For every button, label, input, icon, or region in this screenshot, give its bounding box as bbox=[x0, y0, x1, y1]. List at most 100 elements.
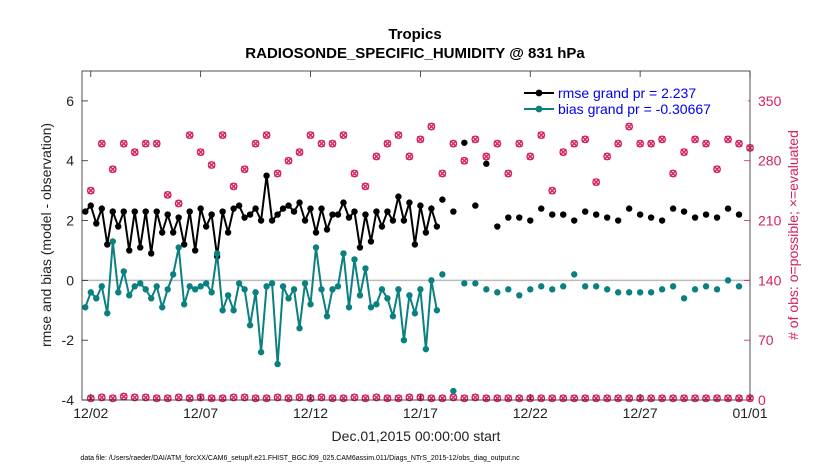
rmse-point bbox=[571, 217, 578, 224]
bias-point bbox=[153, 283, 160, 290]
obs-evaluated-marker bbox=[175, 393, 183, 401]
obs-possible-marker bbox=[383, 139, 392, 148]
rmse-point bbox=[625, 205, 633, 212]
obs-evaluated-marker bbox=[164, 191, 172, 199]
obs-possible-marker bbox=[713, 394, 721, 403]
obs-possible-marker bbox=[185, 394, 194, 403]
obs-possible-marker bbox=[548, 394, 557, 403]
rmse-point bbox=[301, 217, 309, 224]
obs-possible-marker bbox=[108, 165, 117, 174]
obs-possible-marker bbox=[141, 393, 150, 402]
rmse-point bbox=[120, 208, 127, 215]
obs-evaluated-marker bbox=[471, 135, 479, 143]
bias-point bbox=[93, 295, 100, 302]
obs-possible-marker bbox=[405, 152, 414, 161]
bias-point bbox=[131, 283, 138, 290]
rmse-point bbox=[362, 211, 369, 218]
bias-point bbox=[439, 271, 446, 278]
obs-possible-marker bbox=[658, 394, 667, 403]
obs-possible-marker bbox=[526, 152, 535, 161]
bias-point bbox=[395, 286, 402, 293]
obs-evaluated-marker bbox=[120, 140, 128, 148]
rmse-point bbox=[636, 211, 644, 218]
x-tick-label: 12/02 bbox=[73, 405, 108, 421]
obs-possible-marker bbox=[262, 131, 271, 139]
obs-possible-marker bbox=[669, 169, 677, 178]
rmse-point bbox=[384, 208, 391, 215]
bias-point bbox=[208, 289, 215, 296]
obs-evaluated-marker bbox=[449, 140, 457, 148]
bias-point bbox=[257, 348, 265, 356]
data-marks bbox=[82, 122, 754, 403]
bias-point bbox=[472, 280, 479, 287]
obs-evaluated-marker bbox=[427, 123, 435, 131]
obs-evaluated-marker bbox=[625, 123, 633, 131]
y-left-tick-label: -2 bbox=[62, 332, 75, 348]
rmse-point bbox=[224, 229, 232, 236]
rmse-point bbox=[274, 211, 281, 218]
bias-point bbox=[603, 286, 611, 293]
obs-possible-marker bbox=[383, 394, 392, 403]
bias-point bbox=[109, 238, 116, 245]
y-left-tick-label: 0 bbox=[66, 272, 74, 288]
obs-possible-marker bbox=[504, 394, 513, 403]
rmse-point bbox=[307, 205, 314, 212]
obs-possible-marker bbox=[548, 186, 557, 195]
obs-possible-marker bbox=[449, 139, 458, 148]
rmse-point bbox=[252, 205, 259, 212]
rmse-point bbox=[472, 202, 479, 209]
y-right-tick-label: 140 bbox=[758, 272, 782, 288]
bias-point bbox=[98, 283, 105, 290]
obs-evaluated-marker bbox=[175, 199, 183, 207]
rmse-point bbox=[680, 208, 688, 215]
obs-evaluated-marker bbox=[394, 131, 402, 139]
obs-possible-marker bbox=[735, 139, 743, 148]
obs-possible-marker bbox=[691, 394, 699, 403]
bias-point bbox=[148, 295, 155, 302]
y-right-tick-label: 70 bbox=[758, 332, 774, 348]
obs-evaluated-marker bbox=[372, 152, 380, 160]
obs-evaluated-marker bbox=[274, 393, 282, 401]
obs-possible-marker bbox=[515, 139, 524, 148]
obs-evaluated-marker bbox=[405, 152, 413, 160]
rmse-point bbox=[148, 250, 155, 257]
obs-evaluated-marker bbox=[307, 131, 315, 139]
obs-possible-marker bbox=[647, 139, 656, 148]
bias-point bbox=[274, 360, 281, 368]
obs-possible-marker bbox=[724, 394, 732, 403]
rmse-point bbox=[351, 208, 358, 215]
bias-point bbox=[120, 268, 127, 275]
obs-possible-marker bbox=[559, 394, 568, 403]
bias-point bbox=[87, 289, 94, 296]
obs-possible-marker bbox=[658, 135, 667, 144]
bias-point bbox=[422, 345, 430, 353]
obs-evaluated-marker bbox=[318, 140, 326, 148]
obs-possible-marker bbox=[636, 139, 645, 148]
obs-possible-marker bbox=[174, 199, 183, 208]
obs-evaluated-marker bbox=[669, 170, 677, 178]
x-tick-label: 12/07 bbox=[183, 405, 218, 421]
obs-possible-marker bbox=[471, 393, 480, 402]
obs-evaluated-marker bbox=[350, 393, 358, 401]
obs-evaluated-marker bbox=[263, 131, 271, 139]
obs-possible-marker bbox=[339, 394, 348, 403]
obs-possible-marker bbox=[240, 393, 249, 402]
obs-possible-marker bbox=[680, 148, 688, 157]
bias-point bbox=[461, 280, 468, 287]
bias-point bbox=[340, 250, 347, 257]
obs-evaluated-marker bbox=[449, 393, 457, 401]
obs-possible-marker bbox=[350, 393, 359, 402]
obs-evaluated-marker bbox=[438, 170, 446, 178]
rmse-point bbox=[527, 217, 534, 224]
rmse-point bbox=[433, 223, 441, 230]
rmse-point bbox=[137, 244, 144, 251]
obs-possible-marker bbox=[174, 393, 183, 402]
bias-point bbox=[647, 289, 655, 296]
rmse-point bbox=[461, 139, 468, 146]
rmse-point bbox=[131, 208, 138, 215]
rmse-point bbox=[417, 202, 424, 209]
bias-point bbox=[389, 313, 397, 320]
obs-possible-marker bbox=[482, 152, 491, 161]
obs-possible-marker bbox=[295, 148, 304, 157]
x-tick-label: 12/27 bbox=[623, 405, 658, 421]
